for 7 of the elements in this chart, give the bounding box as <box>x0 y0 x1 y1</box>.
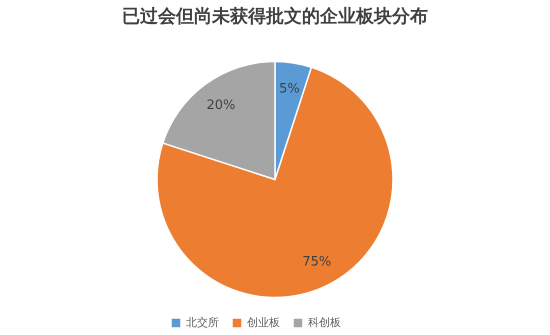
legend-label: 科创板 <box>308 316 341 329</box>
data-label: 20% <box>206 98 236 114</box>
chart-title: 已过会但尚未获得批文的企业板块分布 <box>122 6 428 27</box>
legend-label: 创业板 <box>247 316 280 329</box>
data-label: 75% <box>302 254 332 270</box>
data-label: 5% <box>279 82 300 97</box>
legend-label: 北交所 <box>186 316 219 329</box>
